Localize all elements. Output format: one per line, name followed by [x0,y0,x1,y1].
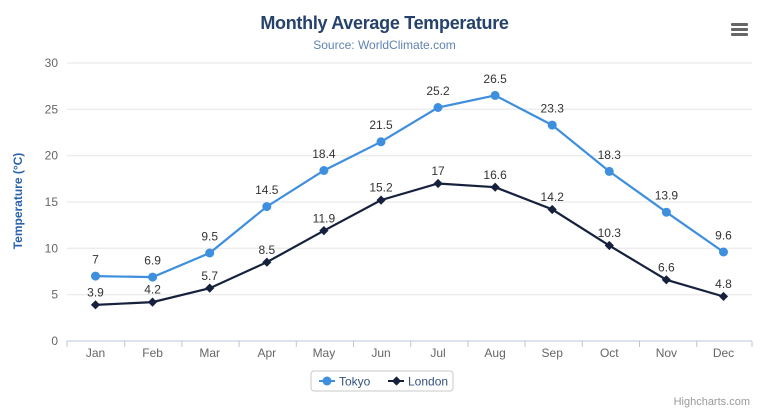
svg-text:8.5: 8.5 [258,243,275,257]
svg-text:15.2: 15.2 [369,181,393,195]
svg-text:5: 5 [51,288,58,302]
svg-text:25.2: 25.2 [426,84,450,98]
svg-text:6.6: 6.6 [658,260,675,274]
svg-text:Apr: Apr [257,346,276,360]
svg-text:4.8: 4.8 [715,277,732,291]
svg-text:6.9: 6.9 [144,254,161,268]
svg-text:Sep: Sep [542,346,564,360]
svg-text:Nov: Nov [656,346,677,360]
svg-text:London: London [408,375,448,389]
svg-text:Jul: Jul [430,346,445,360]
svg-text:23.3: 23.3 [541,102,565,116]
svg-text:21.5: 21.5 [369,118,393,132]
svg-text:18.4: 18.4 [312,147,336,161]
svg-text:7: 7 [92,253,99,267]
svg-text:Tokyo: Tokyo [339,375,371,389]
svg-text:25: 25 [45,102,59,116]
svg-text:14.5: 14.5 [255,183,279,197]
svg-text:Mar: Mar [199,346,220,360]
svg-text:10: 10 [45,241,59,255]
svg-text:Feb: Feb [142,346,163,360]
svg-text:30: 30 [45,56,59,70]
svg-text:9.5: 9.5 [201,229,218,243]
svg-text:5.7: 5.7 [201,269,218,283]
svg-text:26.5: 26.5 [483,72,507,86]
svg-text:10.3: 10.3 [598,226,622,240]
svg-text:Jan: Jan [86,346,105,360]
svg-text:14.2: 14.2 [541,190,565,204]
svg-text:17: 17 [431,164,445,178]
svg-text:Oct: Oct [600,346,619,360]
svg-text:3.9: 3.9 [87,286,104,300]
svg-text:20: 20 [45,149,59,163]
svg-text:16.6: 16.6 [483,168,507,182]
svg-text:Dec: Dec [713,346,734,360]
svg-text:11.9: 11.9 [313,211,336,225]
svg-text:Aug: Aug [484,346,505,360]
svg-text:9.6: 9.6 [715,228,732,242]
svg-text:4.2: 4.2 [144,283,161,297]
svg-text:13.9: 13.9 [655,189,679,203]
svg-text:Jun: Jun [371,346,390,360]
svg-text:15: 15 [45,195,59,209]
svg-text:0: 0 [51,334,58,348]
svg-text:May: May [313,346,336,360]
svg-text:18.3: 18.3 [598,148,622,162]
